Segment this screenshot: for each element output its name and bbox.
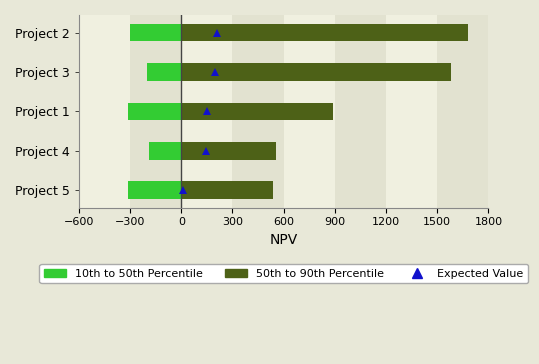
Bar [437, 15, 488, 208]
Legend: 10th to 50th Percentile, 50th to 90th Percentile, Expected Value: 10th to 50th Percentile, 50th to 90th Pe… [39, 264, 528, 283]
Bar [130, 24, 181, 41]
Bar [149, 142, 181, 159]
Bar [147, 63, 181, 81]
Bar [335, 15, 386, 208]
Bar [232, 15, 284, 208]
Bar [130, 15, 181, 208]
Bar [181, 63, 451, 81]
Bar [181, 181, 273, 199]
Bar [79, 15, 130, 208]
Bar [284, 15, 335, 208]
Bar [181, 24, 468, 41]
Bar [128, 181, 181, 199]
Bar [386, 15, 437, 208]
X-axis label: NPV: NPV [270, 233, 298, 247]
Bar [128, 103, 181, 120]
Bar [181, 15, 232, 208]
Bar [181, 103, 333, 120]
Bar [181, 142, 276, 159]
